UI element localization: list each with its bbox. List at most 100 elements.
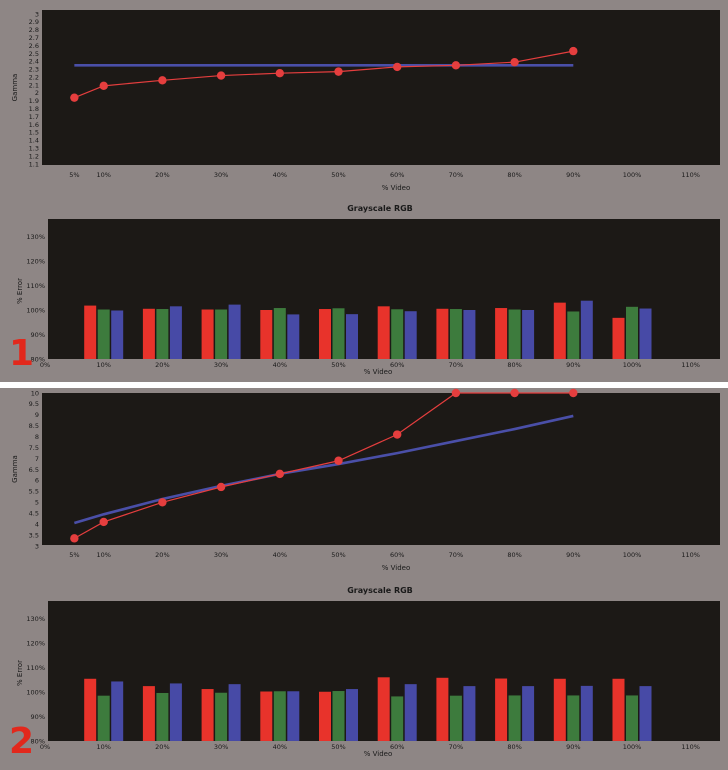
gamma-chart-1-y-tick: 2.9 <box>29 18 39 26</box>
rgb-chart-1-green-bar <box>156 309 169 359</box>
gamma-chart-1-y-tick: 1.9 <box>29 97 39 105</box>
rgb-chart-2-y-tick: 100% <box>26 688 45 696</box>
gamma-chart-1-y-tick: 1.7 <box>29 113 39 121</box>
rgb-chart-2-green-bar <box>332 691 345 741</box>
gamma-chart-2-x-axis-label: % Video <box>382 564 411 572</box>
gamma-chart-2-x-tick: 20% <box>155 551 169 559</box>
rgb-chart-1-y-tick: 130% <box>26 233 45 241</box>
gamma-chart-2-x-tick: 110% <box>681 551 700 559</box>
rgb-chart-2-red-bar <box>553 678 566 741</box>
gamma-chart-1-y-tick: 2.1 <box>29 81 39 89</box>
rgb-chart-1-green-bar <box>332 308 345 359</box>
gamma-chart-1-y-tick: 1.6 <box>29 121 39 129</box>
gamma-chart-2-y-tick: 3.5 <box>29 531 39 539</box>
rgb-chart-2-x-tick: 40% <box>273 743 287 751</box>
rgb-chart-2-y-tick: 110% <box>26 664 45 672</box>
rgb-chart-2-blue-bar <box>228 684 241 741</box>
rgb-chart-2-blue-bar <box>522 686 535 741</box>
gamma-chart-1-measured-point <box>451 61 461 70</box>
gamma-chart-1-y-tick: 2.7 <box>29 34 39 42</box>
rgb-chart-2-x-tick: 20% <box>155 743 169 751</box>
panel-1-charts: 32.92.82.72.62.52.42.32.22.121.91.81.71.… <box>11 10 720 376</box>
rgb-chart-1-x-tick: 90% <box>566 361 580 369</box>
rgb-chart-2-x-tick: 50% <box>331 743 345 751</box>
rgb-chart-1-red-bar <box>436 308 449 359</box>
rgb-chart-1-green-bar <box>273 308 286 359</box>
rgb-chart-2-x-tick: 90% <box>566 743 580 751</box>
rgb-chart-2-red-bar <box>319 691 331 741</box>
gamma-chart-1-x-tick: 60% <box>390 171 404 179</box>
gamma-chart-1-y-tick: 1.2 <box>29 152 39 160</box>
rgb-chart-1-x-tick: 50% <box>331 361 345 369</box>
rgb-chart-2-green-bar <box>156 692 169 741</box>
gamma-chart-1-x-tick: 50% <box>331 171 345 179</box>
rgb-chart-1-y-tick: 100% <box>26 306 45 314</box>
gamma-chart-2-x-tick: 5% <box>69 551 79 559</box>
rgb-chart-1-green-bar <box>215 309 228 359</box>
gamma-chart-1-y-tick: 2.5 <box>29 50 39 58</box>
gamma-chart-2-x-tick: 50% <box>331 551 345 559</box>
rgb-chart-1-x-tick: 30% <box>214 361 228 369</box>
rgb-chart-2-y-tick: 130% <box>26 615 45 623</box>
rgb-chart-1-x-tick: 80% <box>507 361 521 369</box>
gamma-chart-2-y-tick: 8.5 <box>29 422 39 430</box>
rgb-chart-1-x-tick: 60% <box>390 361 404 369</box>
gamma-chart-1-x-tick: 110% <box>681 171 700 179</box>
rgb-chart-1-green-bar <box>626 306 638 359</box>
gamma-chart-1-y-tick: 2.8 <box>29 26 39 34</box>
rgb-chart-2-green-bar <box>215 692 228 741</box>
gamma-chart-2-y-tick: 6.5 <box>29 466 39 474</box>
gamma-chart-2-x-tick: 100% <box>623 551 642 559</box>
rgb-chart-2-red-bar <box>201 689 214 741</box>
gamma-chart-1-x-tick: 90% <box>566 171 580 179</box>
gamma-chart-1-measured-point <box>393 62 402 72</box>
gamma-chart-1-x-axis-label: % Video <box>382 184 411 192</box>
rgb-chart-2-x-tick: 70% <box>449 743 463 751</box>
gamma-chart-2-y-tick: 3 <box>35 542 39 550</box>
gamma-chart-1-x-tick: 20% <box>155 171 169 179</box>
gamma-chart-2-y-tick: 9.5 <box>29 400 39 408</box>
rgb-chart-1-red-bar <box>495 308 508 359</box>
gamma-chart-1-measured-point <box>275 69 284 78</box>
gamma-chart-2-y-tick: 7 <box>35 455 39 463</box>
rgb-chart-2-blue-bar <box>639 686 652 741</box>
rgb-chart-2-blue-bar <box>404 684 417 741</box>
gamma-chart-2-y-tick: 8 <box>35 433 39 441</box>
rgb-chart-1-chart-title: Grayscale RGB <box>347 204 413 213</box>
rgb-chart-2-red-bar <box>436 677 449 741</box>
gamma-chart-1-y-tick: 1.8 <box>29 105 39 113</box>
gamma-chart-2-x-tick: 40% <box>273 551 287 559</box>
gamma-chart-1-x-tick: 5% <box>69 171 79 179</box>
gamma-chart-1-measured-point <box>158 76 167 85</box>
rgb-chart-1-x-tick: 0% <box>40 361 50 369</box>
gamma-chart-1-y-tick: 1.4 <box>29 137 39 145</box>
panel-1: 3 2.9 2.8 2.7 2.6 2.5 2.4 2.3 2.2 2.1 2 1.9 1.8 1.7 1.… <box>0 0 728 382</box>
rgb-chart-1-green-bar <box>449 309 462 359</box>
gamma-chart-1-measured-point <box>334 67 343 76</box>
gamma-chart-1-x-tick: 30% <box>214 171 228 179</box>
gamma-chart-2-target-line <box>73 414 574 525</box>
gamma-chart-2-measured-point <box>569 388 578 398</box>
rgb-chart-2-x-tick: 10% <box>96 743 110 751</box>
rgb-chart-1-blue-bar <box>346 314 358 359</box>
rgb-chart-1-blue-bar <box>228 304 241 359</box>
gamma-chart-2-y-tick: 5.5 <box>29 488 39 496</box>
rgb-chart-1-y-tick: 90% <box>31 331 45 339</box>
rgb-chart-2-blue-bar <box>346 689 358 741</box>
gamma-chart-2-y-tick: 6 <box>35 477 39 485</box>
panel-1-badge: 1 <box>9 333 35 374</box>
rgb-chart-2-x-tick: 100% <box>623 743 642 751</box>
gamma-chart-1-x-tick: 40% <box>273 171 287 179</box>
rgb-chart-2-red-bar <box>495 678 508 741</box>
rgb-chart-1-x-tick: 70% <box>449 361 463 369</box>
rgb-chart-1-red-bar <box>377 306 390 359</box>
rgb-chart-2-blue-bar <box>169 683 182 741</box>
rgb-chart-1-y-tick: 110% <box>26 282 45 290</box>
gamma-chart-1-measured-point <box>569 46 578 56</box>
rgb-chart-1-blue-bar <box>580 300 593 359</box>
rgb-chart-1-x-tick: 100% <box>623 361 642 369</box>
rgb-chart-1-y-tick: 80% <box>31 355 45 363</box>
rgb-chart-1-x-tick: 110% <box>681 361 700 369</box>
rgb-chart-1-x-tick: 10% <box>96 361 110 369</box>
